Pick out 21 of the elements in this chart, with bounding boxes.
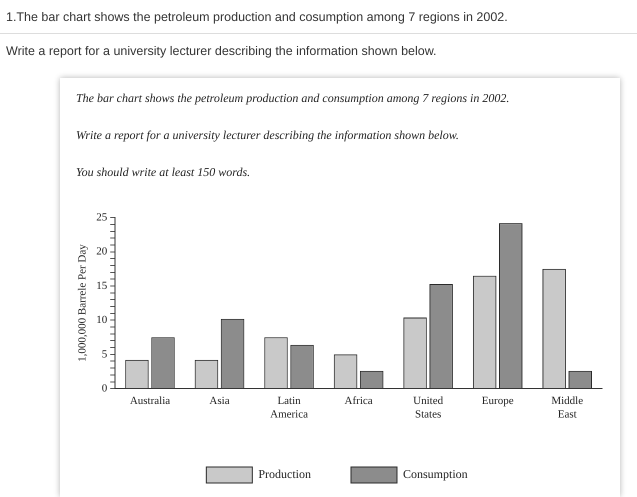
- text: Write a report for a university lecturer describing the information shown below.: [6, 44, 437, 58]
- legend-label: Consumption: [402, 467, 468, 482]
- text: The bar chart shows the petroleum production and consumption among 7 regions in 2002.: [76, 91, 510, 106]
- legend-label: Production: [258, 467, 311, 482]
- y-tick-label: 5: [102, 348, 108, 360]
- y-axis-title: 1,000,000 Barrele Per Day: [76, 244, 88, 362]
- y-tick-label: 20: [96, 246, 108, 258]
- x-tick-label: Europe: [482, 395, 514, 408]
- x-tick-label: Asia: [209, 395, 230, 408]
- y-tick-label: 25: [96, 211, 108, 224]
- y-tick-label: 10: [96, 314, 108, 326]
- x-tick-label: Australia: [130, 395, 170, 408]
- y-tick-label: 15: [96, 280, 108, 292]
- chart-title: 1.The bar chart shows the petroleum production and cosumption among 7 regions in 2002.: [6, 10, 508, 24]
- text: You should write at least 150 words.: [76, 165, 250, 180]
- x-tick-label: Africa: [344, 395, 373, 408]
- x-tick-label: Middle East: [551, 395, 584, 420]
- y-tick-label: 0: [102, 382, 108, 394]
- text: Write a report for a university lecturer describing the information shown below.: [76, 128, 459, 143]
- x-tick-label: United States: [413, 395, 444, 420]
- x-tick-label: Latin America: [270, 395, 308, 420]
